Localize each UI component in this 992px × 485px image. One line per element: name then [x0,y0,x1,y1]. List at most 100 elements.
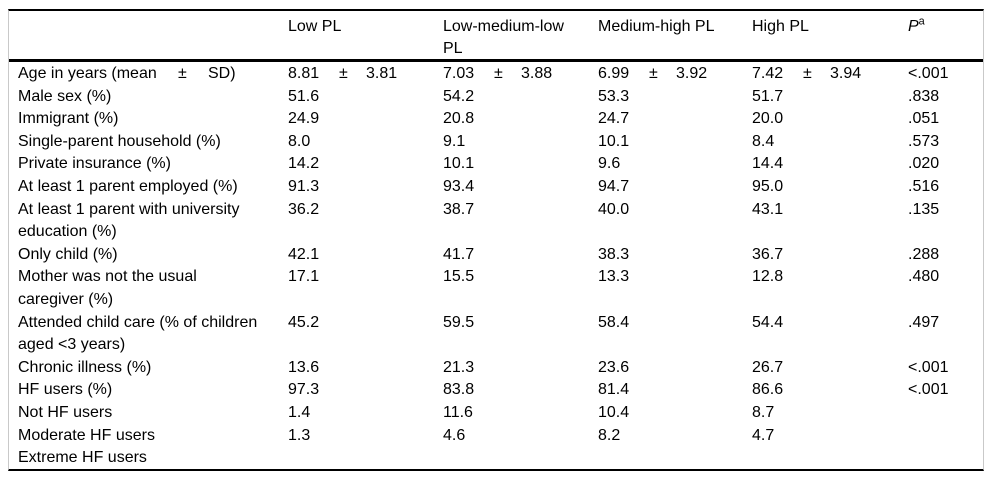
p-value-footnote-marker: a [918,15,925,28]
p-value-cell: .051 [908,110,940,128]
value-cell: 54.4 [752,313,784,331]
value-cell: 13.6 [288,358,320,376]
p-value-cell: .480 [908,268,940,286]
row-label: HF users (%) [18,381,113,399]
table-row: Male sex (%) 51.6 54.2 53.3 51.7 .838 [18,86,983,109]
table-row: Chronic illness (%) 13.6 21.3 23.6 26.7 <.001 [18,357,983,380]
row-label: At least 1 parent with university educat… [18,200,240,241]
value-cell: 38.7 [443,200,475,218]
value-cell: 8.7 [752,403,775,421]
p-value-cell [908,447,983,470]
row-label: Extreme HF users [18,449,147,467]
value-cell: 20.0 [752,110,784,128]
value-cell: 10.1 [598,132,630,150]
value-cell: 51.7 [752,87,784,105]
value-cell: 12.8 [752,268,784,286]
table-header: Low PL Low-medium-low PL Medium-high PL … [9,11,983,59]
mean-value: 7.03 [443,65,475,82]
p-value-cell [908,425,983,448]
plus-minus-sign: ± [494,65,503,82]
value-cell: 15.5 [443,268,475,286]
mean-sd-cell: 7.42 ±3.94 [752,63,908,86]
demographics-table: Low PL Low-medium-low PL Medium-high PL … [8,9,984,471]
value-cell: 51.6 [288,87,320,105]
row-label: Private insurance (%) [18,155,171,173]
p-value-cell: <.001 [908,358,949,376]
value-cell: 54.2 [443,87,475,105]
p-value-label: P [908,18,919,35]
table-body: Age in years (mean ± SD) 8.81 ±3.81 7.03 ±3.88… [9,62,983,470]
value-cell: 1.4 [288,403,311,421]
row-label: Attended child care (% of children aged … [18,313,258,354]
value-cell: 86.6 [752,381,784,399]
header-high-pl: High PL [752,18,809,35]
value-cell: 17.1 [288,268,320,286]
value-cell: 10.4 [598,403,630,421]
p-value-cell: <.001 [908,65,949,82]
value-cell: 4.7 [752,426,775,444]
value-cell: 45.2 [288,313,320,331]
value-cell: 14.4 [752,155,784,173]
row-label: Only child (%) [18,245,118,263]
mean-sd-cell: 8.81 ±3.81 [288,63,443,86]
value-cell: 91.3 [288,177,320,195]
row-label: Moderate HF users [18,426,155,444]
value-cell: 20.8 [443,110,475,128]
header-medium-high-pl: Medium-high PL [598,18,715,35]
sd-value: 3.81 [366,65,398,82]
value-cell: 1.3 [288,426,311,444]
value-cell: 9.6 [598,155,621,173]
row-label: Immigrant (%) [18,110,119,128]
row-label: Not HF users [18,403,113,421]
table-row: Immigrant (%) 24.9 20.8 24.7 20.0 .051 [18,108,983,131]
p-value-cell: .838 [908,87,940,105]
plus-minus-sign: ± [803,65,812,82]
value-cell: 42.1 [288,245,320,263]
row-label-sd: SD) [208,65,236,82]
p-value-cell: .288 [908,245,940,263]
value-cell: 8.2 [598,426,621,444]
value-cell: 11.6 [443,403,473,421]
header-separator-rule [9,59,983,62]
mean-value: 6.99 [598,65,630,82]
value-cell: 83.8 [443,381,475,399]
table-row: At least 1 parent with university educat… [18,199,983,244]
value-cell: 59.5 [443,313,475,331]
table-row: Moderate HF users 1.3 4.6 8.2 4.7 [18,425,983,448]
value-cell: 36.7 [752,245,784,263]
p-value-cell: .497 [908,313,940,331]
sd-value: 3.88 [521,65,553,82]
table-row: Mother was not the usual caregiver (%) 17… [18,266,983,311]
mean-sd-cell: 6.99 ±3.92 [598,63,752,86]
value-cell [288,447,443,470]
row-label: Chronic illness (%) [18,358,152,376]
value-cell: 43.1 [752,200,784,218]
table-row: Private insurance (%) 14.2 10.1 9.6 14.4 .020 [18,153,983,176]
table-row: Not HF users 1.4 11.6 10.4 8.7 [18,402,983,425]
table-row: Extreme HF users [18,447,983,470]
value-cell: 10.1 [443,155,475,173]
value-cell: 23.6 [598,358,630,376]
value-cell [598,447,752,470]
header-empty-cell [18,16,288,61]
value-cell: 8.0 [288,132,311,150]
value-cell: 97.3 [288,381,320,399]
row-label: At least 1 parent employed (%) [18,177,238,195]
mean-value: 8.81 [288,65,320,82]
header-p-value: Pa [908,16,983,61]
value-cell: 24.9 [288,110,320,128]
row-label: Single-parent household (%) [18,132,221,150]
p-value-cell: .573 [908,132,940,150]
plus-minus-sign: ± [339,65,348,82]
header-low-pl: Low PL [288,18,342,35]
table-row: Age in years (mean ± SD) 8.81 ±3.81 7.03 ±3.88… [18,63,983,86]
table-row: Attended child care (% of children aged … [18,312,983,357]
p-value-cell [908,402,983,425]
row-label: Male sex (%) [18,87,112,105]
value-cell: 38.3 [598,245,630,263]
value-cell: 24.7 [598,110,630,128]
value-cell: 53.3 [598,87,630,105]
table-row: HF users (%) 97.3 83.8 81.4 86.6 <.001 [18,379,983,402]
plus-minus-sign: ± [649,65,658,82]
value-cell: 8.4 [752,132,775,150]
